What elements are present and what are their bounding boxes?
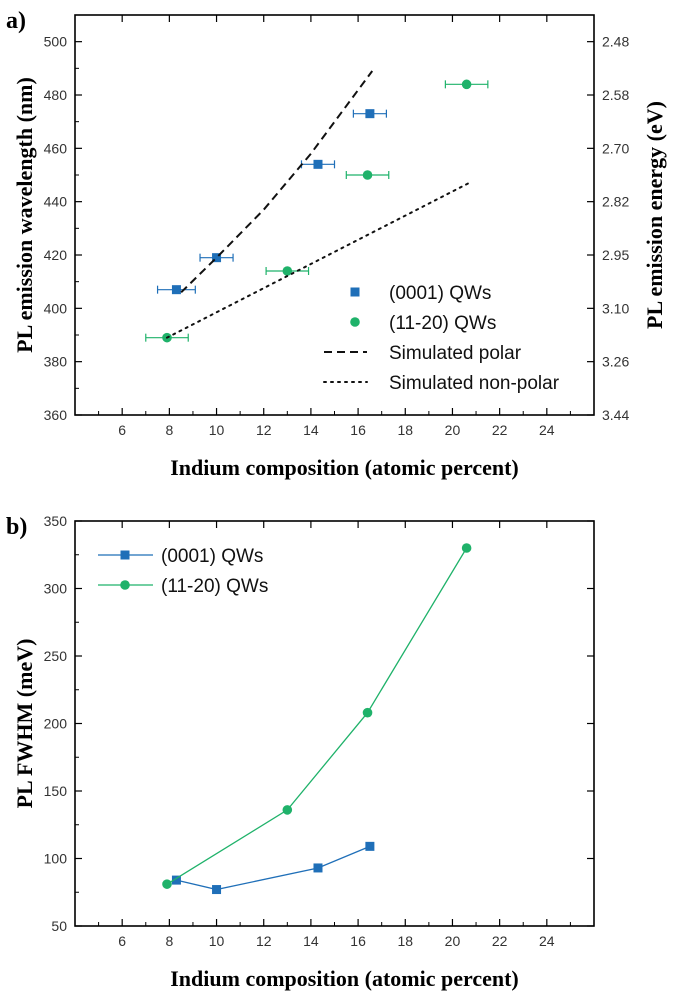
- series-line: [176, 845, 371, 891]
- chart-panel-b: b) 6 8 10 12 14 16 18 20 22 24 50 100 150 200 250 300 350…: [6, 513, 595, 991]
- y-axis-title: PL FWHM (meV): [12, 639, 37, 809]
- y2-tick-label: 2.48: [602, 34, 629, 50]
- x-tick-label: 10: [209, 422, 225, 438]
- y-axis-title: PL emission wavelength (nm): [12, 77, 37, 353]
- x-tick-label: 12: [256, 933, 272, 949]
- x-tick-label: 6: [118, 933, 126, 949]
- x-axis-title: Indium composition (atomic percent): [170, 455, 519, 480]
- simulated-line: [180, 70, 374, 294]
- data-point: [362, 707, 373, 718]
- data-point: [313, 863, 323, 873]
- x-tick-label: 24: [539, 933, 555, 949]
- legend-label: Simulated polar: [389, 343, 522, 364]
- series-line: [166, 547, 468, 885]
- series-0001-qws: [171, 841, 375, 895]
- y-tick-label: 460: [44, 140, 68, 156]
- chart-panel-a: a) 6 8 10 12 14 16 18 20 22 24 360 380 400 420 440 460 48…: [6, 8, 667, 480]
- y2-tick-label: 2.58: [602, 87, 629, 103]
- y-tick-label: 250: [44, 648, 68, 664]
- data-point: [282, 266, 293, 276]
- y-tick-label: 100: [44, 851, 68, 867]
- legend-marker: [350, 287, 360, 297]
- legend-label: (11-20) QWs: [161, 576, 268, 597]
- y2-axis-title: PL emission energy (eV): [642, 101, 667, 329]
- x-tick-label: 20: [445, 933, 461, 949]
- y-tick-label: 360: [44, 407, 68, 423]
- data-point: [212, 253, 222, 263]
- data-point: [171, 285, 181, 295]
- x-tick-label: 22: [492, 933, 508, 949]
- data-point: [313, 159, 323, 169]
- data-point: [365, 841, 375, 851]
- x-tick-label: 14: [303, 422, 319, 438]
- legend-marker: [350, 317, 360, 327]
- y2-tick-label: 3.26: [602, 354, 629, 370]
- legend-marker: [120, 550, 130, 560]
- legend-label: (11-20) QWs: [389, 313, 496, 334]
- y2-tick-label: 2.95: [602, 247, 629, 263]
- x-tick-label: 8: [165, 422, 173, 438]
- x-tick-label: 18: [397, 422, 413, 438]
- x-tick-label: 20: [445, 422, 461, 438]
- series-simulated-non-polar: [166, 182, 470, 339]
- y-tick-label: 150: [44, 783, 68, 799]
- y-tick-label: 350: [44, 513, 68, 529]
- data-point: [162, 879, 172, 889]
- data-point: [461, 79, 472, 90]
- x-tick-label: 12: [256, 422, 272, 438]
- data-point: [282, 805, 293, 815]
- data-point: [362, 170, 373, 180]
- panel-label: a): [6, 8, 26, 34]
- series-11-20-qws: [162, 543, 472, 889]
- y-tick-label: 200: [44, 716, 68, 732]
- x-tick-label: 18: [397, 933, 413, 949]
- y-tick-label: 480: [44, 87, 68, 103]
- y-tick-label: 50: [51, 918, 67, 934]
- legend-label: (0001) QWs: [161, 546, 263, 567]
- y-tick-label: 440: [44, 194, 68, 210]
- y-tick-label: 380: [44, 354, 68, 370]
- y2-tick-label: 3.10: [602, 300, 629, 316]
- y2-tick-label: 2.70: [602, 140, 629, 156]
- x-tick-label: 16: [350, 933, 366, 949]
- x-tick-label: 24: [539, 422, 555, 438]
- data-point: [171, 875, 181, 885]
- simulated-line: [166, 182, 470, 339]
- y-tick-label: 420: [44, 247, 68, 263]
- data-point: [461, 543, 472, 553]
- legend-label: Simulated non-polar: [389, 373, 560, 394]
- data-point: [212, 885, 222, 895]
- legend-label: (0001) QWs: [389, 283, 491, 304]
- series-simulated-polar: [180, 70, 374, 294]
- data-point: [365, 109, 375, 119]
- plot-frame: [74, 520, 595, 927]
- y-tick-label: 500: [44, 34, 68, 50]
- x-tick-label: 10: [209, 933, 225, 949]
- legend: (0001) QWs (11-20) QWs Simulated polar Simu…: [323, 283, 560, 394]
- legend-marker: [120, 580, 130, 590]
- y-tick-label: 300: [44, 581, 68, 597]
- x-tick-label: 6: [118, 422, 126, 438]
- y2-tick-label: 2.82: [602, 194, 629, 210]
- y-tick-label: 400: [44, 300, 68, 316]
- x-tick-label: 16: [350, 422, 366, 438]
- panel-label: b): [6, 514, 27, 540]
- x-axis-title: Indium composition (atomic percent): [170, 966, 519, 991]
- series-0001-qws: [156, 109, 387, 295]
- x-tick-label: 14: [303, 933, 319, 949]
- x-tick-label: 22: [492, 422, 508, 438]
- legend: (0001) QWs (11-20) QWs: [98, 546, 268, 597]
- x-tick-label: 8: [165, 933, 173, 949]
- y2-tick-label: 3.44: [602, 407, 629, 423]
